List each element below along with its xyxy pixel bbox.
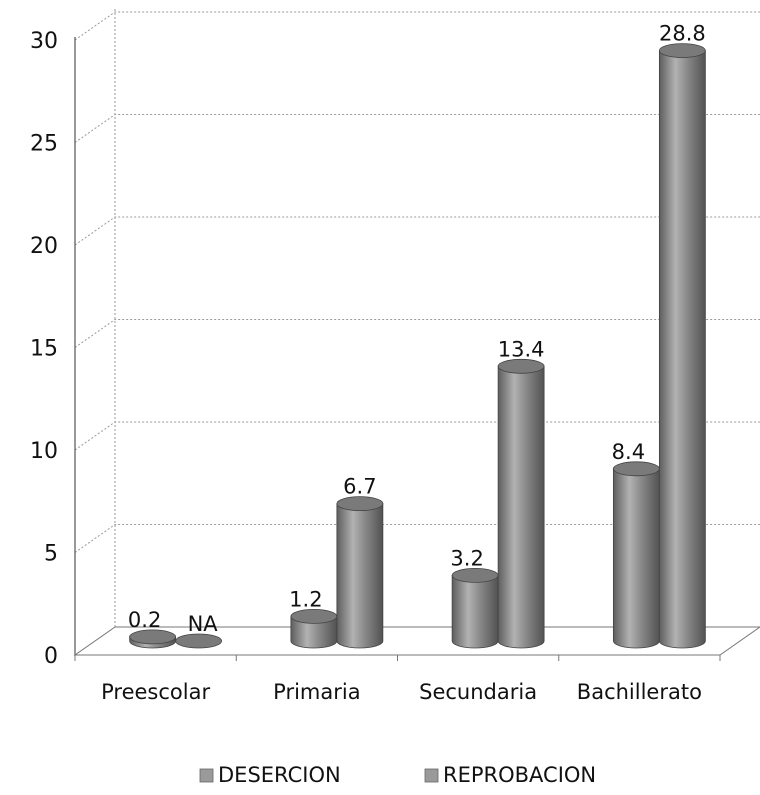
x-tick-label: Preescolar <box>101 680 210 704</box>
gridline <box>74 11 760 41</box>
floor-plane <box>73 626 760 656</box>
y-tick-label: 20 <box>30 234 58 259</box>
data-label: 6.7 <box>343 475 376 499</box>
y-tick-label: 5 <box>44 542 58 567</box>
bar-reprobacion-primaria <box>336 496 384 649</box>
legend: DESERCION REPROBACION <box>199 763 596 787</box>
gridline <box>74 216 760 246</box>
data-label: 3.2 <box>450 546 483 570</box>
data-labels: 0.2 NA 1.2 6.7 3.2 13.4 8.4 28.8 <box>128 22 706 636</box>
y-tick-label: 30 <box>30 29 58 54</box>
gridline <box>74 114 760 143</box>
gridline <box>74 421 760 451</box>
legend-label: REPROBACION <box>443 763 596 787</box>
data-label: NA <box>188 612 219 636</box>
legend-label: DESERCION <box>218 763 341 787</box>
y-tick-label: 15 <box>30 337 58 362</box>
bar-reprobacion-bachillerato <box>658 43 706 649</box>
x-axis: Preescolar Primaria Secundaria Bachillerato <box>101 680 702 704</box>
gridline <box>74 319 760 348</box>
bar-desercion-preescolar <box>129 629 177 649</box>
legend-item: REPROBACION <box>424 763 596 787</box>
data-label: 8.4 <box>612 440 645 464</box>
x-tick-label: Primaria <box>273 680 360 704</box>
gridline <box>74 524 760 553</box>
bar-reprobacion-preescolar <box>175 633 223 649</box>
legend-swatch <box>199 768 214 783</box>
y-tick-label: 25 <box>30 132 58 157</box>
data-label: 0.2 <box>128 608 161 632</box>
legend-swatch <box>424 768 439 783</box>
bar-desercion-primaria <box>290 609 338 649</box>
bar-desercion-bachillerato <box>612 461 660 649</box>
bar-desercion-secundaria <box>451 568 499 649</box>
y-tick-label: 10 <box>30 439 58 464</box>
data-label: 13.4 <box>498 337 545 361</box>
y-axis: 0 5 10 15 20 25 30 <box>30 9 116 669</box>
chart-floor <box>73 626 760 661</box>
y-tick-label: 0 <box>44 644 58 669</box>
x-tick-label: Secundaria <box>419 680 537 704</box>
bars <box>129 43 706 649</box>
data-label: 28.8 <box>659 22 706 46</box>
bar-reprobacion-secundaria <box>497 358 545 649</box>
legend-item: DESERCION <box>199 763 341 787</box>
data-label: 1.2 <box>289 587 322 611</box>
x-tick-label: Bachillerato <box>577 680 702 704</box>
